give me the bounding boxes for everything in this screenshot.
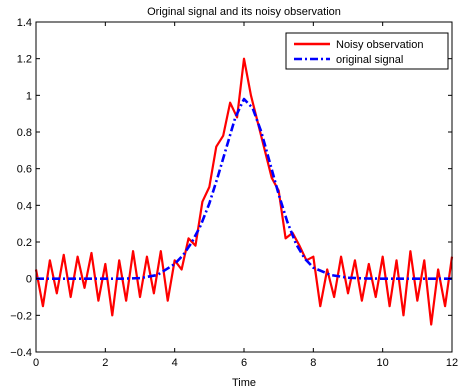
- y-tick-label: 1.2: [17, 54, 32, 66]
- x-tick-label: 10: [377, 357, 389, 369]
- legend: Noisy observation original signal: [285, 32, 449, 70]
- y-tick-label: −0.2: [10, 310, 32, 322]
- y-tick-label: 0.6: [17, 164, 32, 176]
- x-tick-label: 12: [446, 357, 458, 369]
- plot-layer: [34, 57, 454, 326]
- legend-box: [285, 32, 449, 70]
- y-tick-label: −0.4: [10, 347, 32, 359]
- chart-title: Original signal and its noisy observatio…: [147, 6, 341, 18]
- y-tick-label: 0.2: [17, 237, 32, 249]
- x-tick-label: 6: [241, 357, 247, 369]
- x-tick-label: 8: [310, 357, 316, 369]
- x-tick-label: 4: [172, 357, 178, 369]
- axes-layer: 0 2 4 6 8 10 12 −0.4 −0.2 0 0.2 0.4 0.6 0.8 1 1.2 1.4: [10, 17, 458, 369]
- y-tick-label: 0.8: [17, 127, 32, 139]
- y-tick-label: 1.4: [17, 17, 32, 29]
- series-line-0: [34, 57, 454, 326]
- x-axis-label: Time: [232, 377, 256, 389]
- x-tick-label: 0: [33, 357, 39, 369]
- x-tick-label: 2: [102, 357, 108, 369]
- series-line-1: [36, 97, 452, 280]
- y-tick-label: 0.4: [17, 200, 32, 212]
- legend-label-0: Noisy observation: [336, 39, 423, 51]
- legend-label-1: original signal: [336, 54, 403, 66]
- y-tick-label: 1: [26, 90, 32, 102]
- y-tick-label: 0: [26, 274, 32, 286]
